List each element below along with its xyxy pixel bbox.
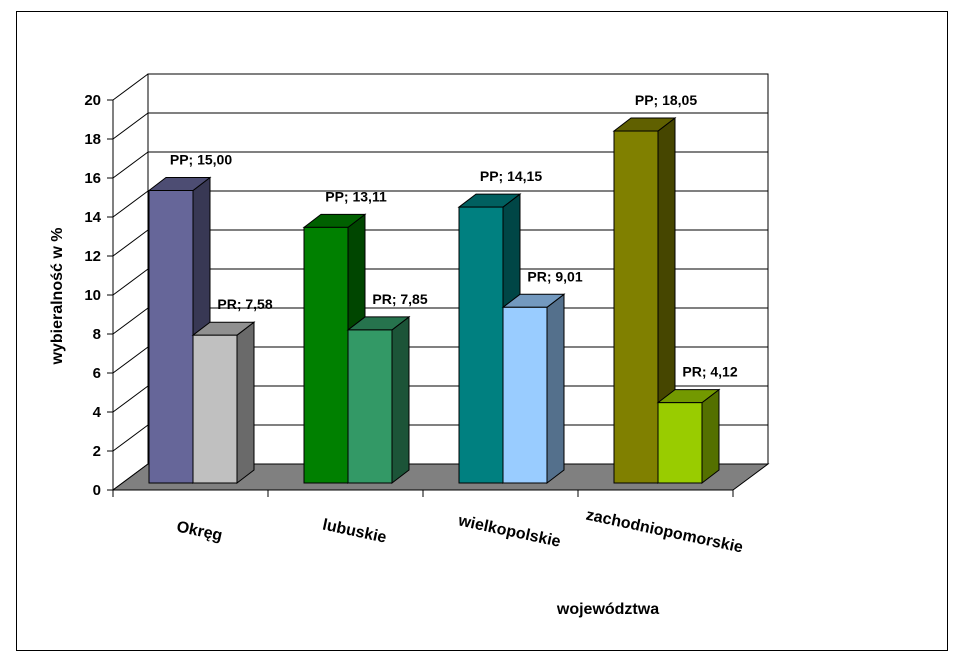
bars	[147, 117, 721, 485]
x-axis: Okręg lubuskie wielkopolskie zachodniopomor…	[112, 489, 745, 557]
bar-front	[657, 402, 703, 484]
bar-front	[148, 190, 194, 484]
bar-pr	[191, 321, 256, 485]
gridline-side	[112, 229, 149, 257]
bar-front	[458, 206, 504, 484]
y-axis: 0 2 4 6 8 10 12 14 16 18 20	[84, 92, 114, 499]
gridline-side	[112, 151, 149, 179]
y-tick-label: 20	[84, 92, 101, 109]
data-label: PR; 7,85	[372, 291, 427, 307]
y-tick-label: 4	[93, 404, 102, 421]
bar-pr	[656, 388, 721, 485]
data-label: PP; 15,00	[170, 152, 232, 168]
bar-pr	[346, 315, 411, 485]
y-tick-label: 0	[93, 482, 101, 499]
y-tick-label: 6	[93, 365, 101, 382]
bar-front	[303, 226, 349, 484]
y-tick-label: 16	[84, 170, 101, 187]
y-tick-label: 14	[84, 209, 101, 226]
bar-pr	[501, 293, 566, 485]
bar-side	[546, 293, 565, 485]
y-tick-label: 10	[84, 287, 101, 304]
bar-side	[701, 388, 720, 485]
x-category-label: zachodniopomorskie	[584, 507, 744, 557]
y-tick-label: 12	[84, 248, 101, 265]
bar-front	[502, 306, 548, 484]
y-tick-label: 8	[93, 326, 101, 343]
data-label: PP; 13,11	[325, 188, 387, 204]
bar-front	[192, 334, 238, 484]
data-label: PR; 7,58	[217, 296, 272, 312]
data-label: PR; 4,12	[682, 364, 737, 380]
y-tick-label: 18	[84, 131, 101, 148]
x-category-label: wielkopolskie	[456, 512, 562, 550]
bar-side	[236, 321, 255, 485]
bar-pp	[612, 117, 677, 485]
x-axis-title: województwa	[556, 601, 659, 618]
gridline-side	[112, 190, 149, 218]
gridline-side	[112, 307, 149, 335]
gridline-side	[112, 73, 149, 101]
y-axis-title: wybieralność w %	[49, 228, 66, 366]
data-label: PP; 14,15	[480, 168, 542, 184]
gridline-side	[112, 385, 149, 413]
x-category-label: Okręg	[175, 518, 224, 544]
x-category-label: lubuskie	[321, 517, 388, 547]
gridline-side	[112, 346, 149, 374]
gridline-side	[112, 268, 149, 296]
bar-front	[613, 130, 659, 484]
data-label: PR; 9,01	[527, 268, 582, 284]
gridline-side	[112, 424, 149, 452]
gridline-side	[112, 112, 149, 140]
bar-front	[347, 329, 393, 484]
data-label: PP; 18,05	[635, 92, 697, 108]
data-labels: PP; 15,00 PR; 7,58 PP; 13,11 PR; 7,85 PP; 14…	[170, 92, 738, 380]
bar-side	[391, 315, 410, 485]
y-tick-label: 2	[93, 443, 101, 460]
